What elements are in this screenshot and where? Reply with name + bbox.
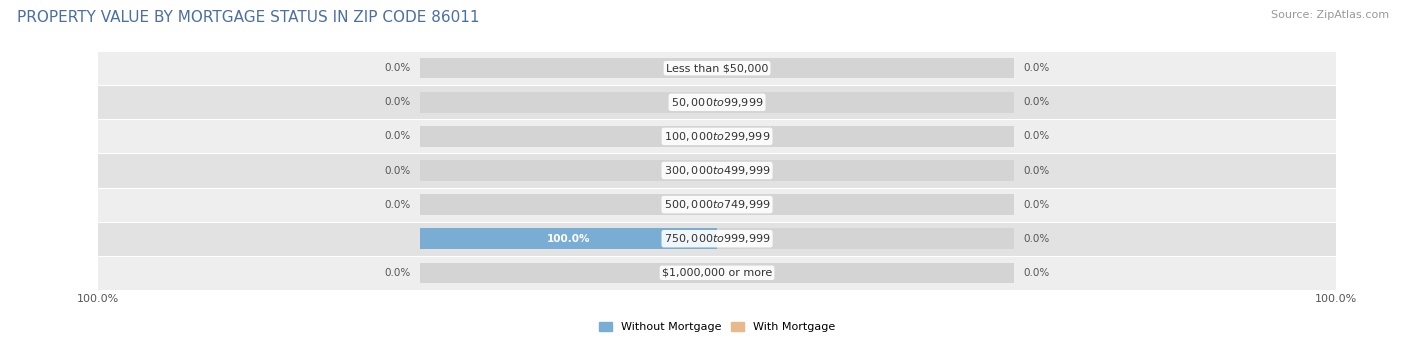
Text: 0.0%: 0.0% — [385, 97, 411, 107]
Text: 0.0%: 0.0% — [1024, 63, 1049, 73]
Text: $50,000 to $99,999: $50,000 to $99,999 — [671, 96, 763, 109]
Text: $300,000 to $499,999: $300,000 to $499,999 — [664, 164, 770, 177]
Bar — [717, 228, 1014, 249]
Bar — [98, 51, 1336, 85]
Text: $750,000 to $999,999: $750,000 to $999,999 — [664, 232, 770, 245]
Bar — [717, 194, 1014, 215]
Bar — [717, 58, 1014, 78]
Bar — [420, 228, 717, 249]
Bar — [420, 194, 717, 215]
Bar — [717, 92, 1014, 113]
Bar — [717, 126, 1014, 147]
Text: 0.0%: 0.0% — [1024, 97, 1049, 107]
Bar — [717, 263, 1014, 283]
Text: 0.0%: 0.0% — [1024, 165, 1049, 176]
Bar — [98, 188, 1336, 222]
Text: 0.0%: 0.0% — [385, 268, 411, 278]
Legend: Without Mortgage, With Mortgage: Without Mortgage, With Mortgage — [595, 317, 839, 337]
Text: 0.0%: 0.0% — [1024, 199, 1049, 210]
Bar — [420, 228, 717, 249]
Bar — [420, 126, 717, 147]
Text: PROPERTY VALUE BY MORTGAGE STATUS IN ZIP CODE 86011: PROPERTY VALUE BY MORTGAGE STATUS IN ZIP… — [17, 10, 479, 25]
Text: 0.0%: 0.0% — [385, 199, 411, 210]
Bar — [98, 153, 1336, 188]
Text: 0.0%: 0.0% — [1024, 268, 1049, 278]
Text: 0.0%: 0.0% — [1024, 234, 1049, 244]
Bar — [98, 85, 1336, 119]
Bar — [717, 160, 1014, 181]
Text: 0.0%: 0.0% — [385, 63, 411, 73]
Text: 100.0%: 100.0% — [547, 234, 591, 244]
Bar — [420, 58, 717, 78]
Text: 0.0%: 0.0% — [1024, 131, 1049, 142]
Text: Less than $50,000: Less than $50,000 — [666, 63, 768, 73]
Text: $100,000 to $299,999: $100,000 to $299,999 — [664, 130, 770, 143]
Bar — [420, 160, 717, 181]
Bar — [98, 256, 1336, 290]
Bar — [98, 119, 1336, 153]
Text: Source: ZipAtlas.com: Source: ZipAtlas.com — [1271, 10, 1389, 20]
Text: 0.0%: 0.0% — [385, 131, 411, 142]
Bar — [98, 222, 1336, 256]
Bar — [420, 92, 717, 113]
Text: $1,000,000 or more: $1,000,000 or more — [662, 268, 772, 278]
Text: 0.0%: 0.0% — [385, 165, 411, 176]
Text: $500,000 to $749,999: $500,000 to $749,999 — [664, 198, 770, 211]
Bar — [420, 263, 717, 283]
